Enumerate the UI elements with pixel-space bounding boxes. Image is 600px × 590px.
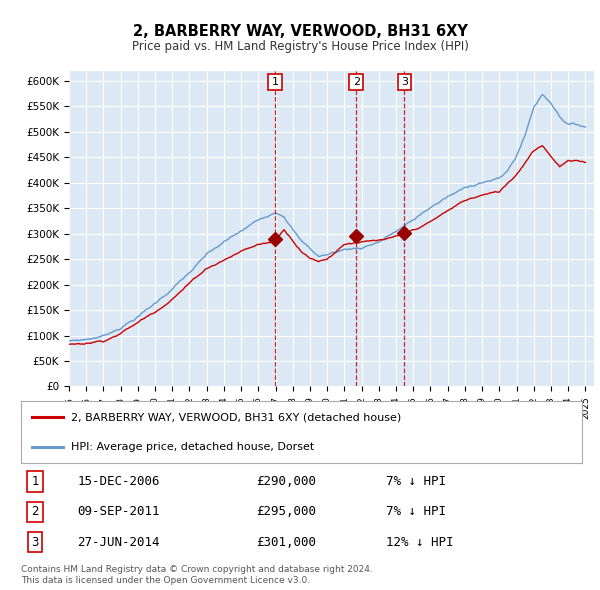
Text: Contains HM Land Registry data © Crown copyright and database right 2024.: Contains HM Land Registry data © Crown c… [21,565,373,574]
Text: 12% ↓ HPI: 12% ↓ HPI [386,536,453,549]
Text: 1: 1 [271,77,278,87]
Text: 27-JUN-2014: 27-JUN-2014 [77,536,160,549]
Text: HPI: Average price, detached house, Dorset: HPI: Average price, detached house, Dors… [71,442,315,452]
Text: Price paid vs. HM Land Registry's House Price Index (HPI): Price paid vs. HM Land Registry's House … [131,40,469,53]
Text: 7% ↓ HPI: 7% ↓ HPI [386,505,446,519]
Text: 09-SEP-2011: 09-SEP-2011 [77,505,160,519]
Text: 2, BARBERRY WAY, VERWOOD, BH31 6XY (detached house): 2, BARBERRY WAY, VERWOOD, BH31 6XY (deta… [71,412,402,422]
Text: 3: 3 [401,77,408,87]
Text: 15-DEC-2006: 15-DEC-2006 [77,475,160,488]
Text: 7% ↓ HPI: 7% ↓ HPI [386,475,446,488]
Text: 2, BARBERRY WAY, VERWOOD, BH31 6XY: 2, BARBERRY WAY, VERWOOD, BH31 6XY [133,24,467,38]
Text: £290,000: £290,000 [257,475,317,488]
Text: 1: 1 [31,475,39,488]
Text: £301,000: £301,000 [257,536,317,549]
Text: This data is licensed under the Open Government Licence v3.0.: This data is licensed under the Open Gov… [21,576,310,585]
Text: 2: 2 [353,77,360,87]
Text: £295,000: £295,000 [257,505,317,519]
Text: 3: 3 [31,536,39,549]
Text: 2: 2 [31,505,39,519]
